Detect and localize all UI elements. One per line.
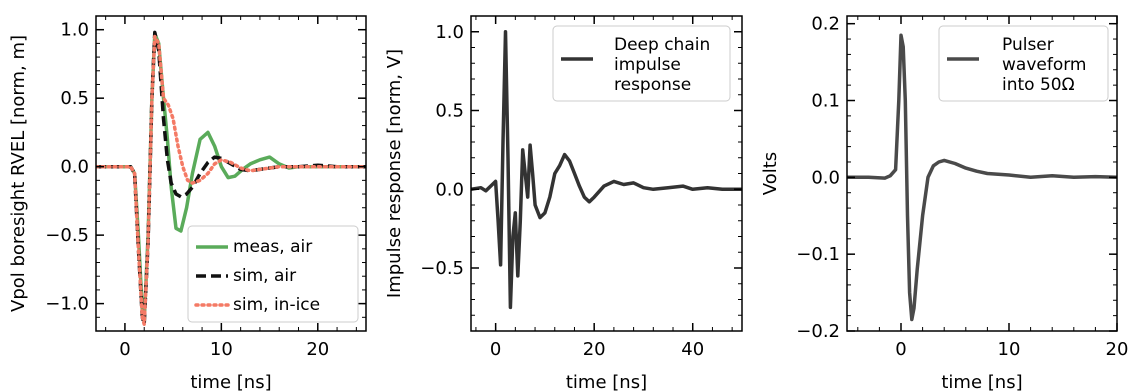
y-tick-label: 0.0 — [811, 167, 840, 188]
x-axis-label: time [ns] — [190, 372, 271, 392]
legend-label: sim, in-ice — [233, 295, 320, 315]
plot-frame — [846, 15, 1118, 332]
legend-label-line: impulse — [614, 55, 681, 75]
y-tick-label: −0.5 — [420, 258, 464, 279]
legend-label: meas, air — [233, 237, 312, 257]
series-line-deep-chain-impulse-response — [471, 30, 742, 310]
y-tick-label: 0.0 — [435, 179, 464, 200]
legend: meas, air sim, air sim, in-ice — [187, 225, 359, 323]
x-tick-label: 0 — [490, 339, 501, 360]
x-axis-label: time [ns] — [566, 372, 647, 392]
x-tick-label: 20 — [306, 339, 329, 360]
y-tick-label: −0.2 — [796, 321, 840, 342]
chart-panel-3: 0 10 20 −0.2 −0.1 0.0 0.1 0.2 time [ns] Volts Puls… — [760, 14, 1128, 392]
legend-label: Pulser waveform into 50Ω — [1002, 35, 1086, 95]
y-tick-label: −0.5 — [45, 225, 89, 246]
x-tick-label: 10 — [210, 339, 233, 360]
chart-panel-1: 0 10 20 −1.0 −0.5 0.0 0.5 1.0 time [ns] Vpol bore… — [8, 15, 367, 392]
legend-label-line: into 50Ω — [1002, 75, 1075, 95]
legend: Deep chain impulse response — [552, 25, 731, 102]
legend-label-line: Pulser — [1002, 35, 1054, 55]
y-tick-label: −0.1 — [796, 244, 840, 265]
y-tick-label: −1.0 — [45, 294, 89, 315]
y-axis-label: Volts — [760, 152, 781, 195]
legend-box — [938, 25, 1109, 102]
x-tick-label: 20 — [1106, 339, 1129, 360]
y-tick-label: 0.2 — [811, 14, 840, 35]
legend-box — [187, 225, 359, 323]
legend: Pulser waveform into 50Ω — [938, 25, 1109, 102]
y-tick-label: 1.0 — [435, 22, 464, 43]
y-tick-label: 0.0 — [60, 157, 89, 178]
y-tick-label: 0.5 — [435, 101, 464, 122]
legend-label-line: response — [614, 75, 691, 95]
legend-label-line: Deep chain — [614, 35, 710, 55]
x-tick-label: 10 — [998, 339, 1021, 360]
y-tick-label: 0.1 — [811, 91, 840, 112]
legend-box — [552, 25, 731, 102]
x-tick-label: 20 — [583, 339, 606, 360]
x-tick-label: 0 — [119, 339, 130, 360]
plot-frame — [95, 15, 367, 332]
series-line-pulser-waveform-into-50- — [847, 33, 1117, 322]
x-tick-label: 40 — [681, 339, 704, 360]
y-axis-label: Vpol boresight RVEL [norm, m] — [8, 35, 29, 312]
y-tick-label: 0.5 — [60, 88, 89, 109]
y-axis-label: Impulse response [norm, V] — [384, 49, 405, 298]
x-tick-label: 0 — [895, 339, 906, 360]
chart-panel-2: 0 20 40 −0.5 0.0 0.5 1.0 time [ns] Impulse respo… — [384, 15, 743, 392]
y-tick-label: 1.0 — [60, 20, 89, 41]
series-line-sim-in-ice — [96, 34, 366, 326]
legend-label-line: waveform — [1002, 55, 1086, 75]
x-axis-label: time [ns] — [941, 372, 1022, 392]
legend-label: Deep chain impulse response — [614, 35, 710, 95]
legend-label: sim, air — [233, 266, 296, 286]
